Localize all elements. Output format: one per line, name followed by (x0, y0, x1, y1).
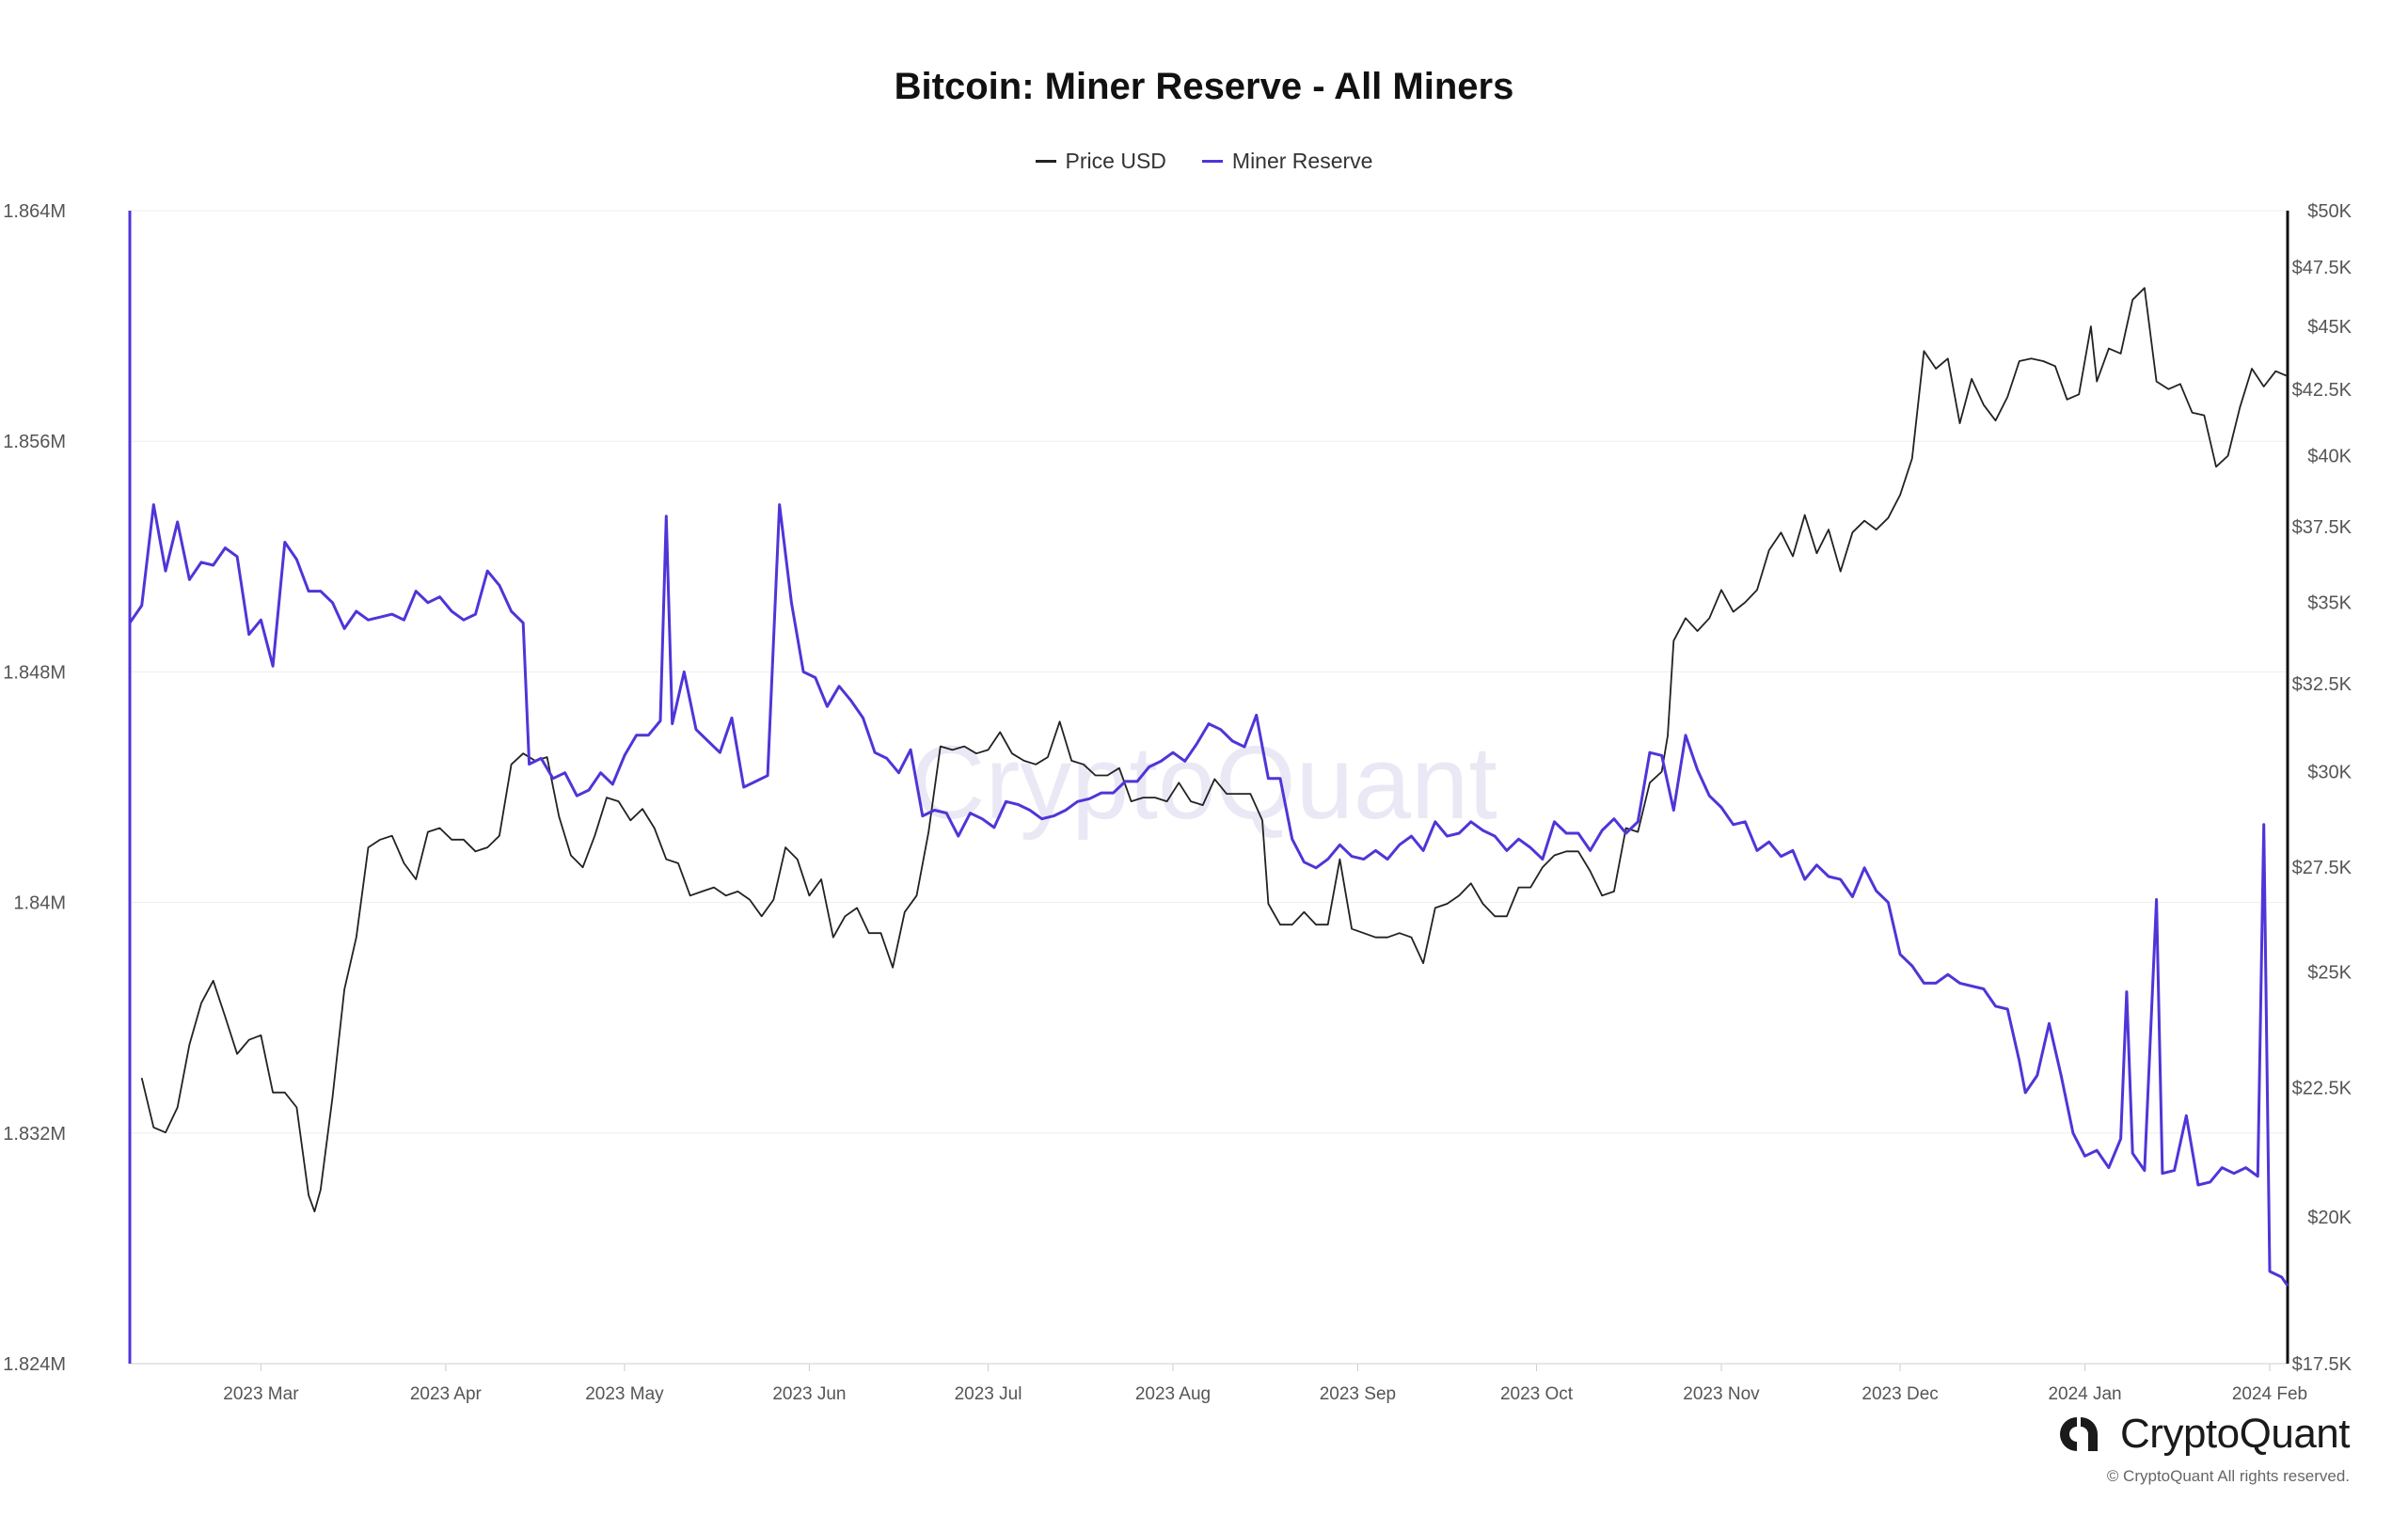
x-tick-label: 2023 Aug (1135, 1384, 1211, 1404)
series-line-miner-reserve (128, 503, 2289, 1287)
legend-swatch-reserve (1201, 160, 1223, 163)
legend-item-reserve[interactable]: Miner Reserve (1201, 149, 1373, 174)
series (128, 287, 2289, 1287)
chart-title: Bitcoin: Miner Reserve - All Miners (894, 66, 1514, 107)
legend-item-price[interactable]: Price USD (1035, 149, 1166, 174)
x-tick-label: 2023 Jul (955, 1384, 1022, 1404)
y-right-tick-label: $40K (2307, 447, 2352, 467)
y-right-tick-label: $22.5K (2292, 1079, 2353, 1099)
copyright-text: © CryptoQuant All rights reserved. (2106, 1467, 2350, 1485)
watermark: CryptoQuant (911, 725, 1497, 841)
y-right-tick-label: $20K (2307, 1208, 2352, 1228)
y-right-tick-label: $37.5K (2292, 517, 2353, 538)
y-right-tick-label: $27.5K (2292, 858, 2353, 878)
y-right-tick-label: $42.5K (2292, 380, 2353, 401)
y-left-tick-label: 1.84M (13, 893, 66, 914)
y-left-tick-label: 1.848M (3, 662, 66, 683)
y-right-tick-label: $30K (2307, 763, 2352, 783)
y-left-tick-label: 1.832M (3, 1124, 66, 1145)
x-tick-label: 2023 May (585, 1384, 664, 1404)
x-tick-label: 2024 Jan (2048, 1384, 2121, 1404)
brand-logo: CryptoQuant (2056, 1411, 2350, 1458)
legend: Price USD Miner Reserve (0, 149, 2408, 174)
y-right-tick-label: $35K (2307, 593, 2352, 614)
x-tick-label: 2023 Sep (1320, 1384, 1396, 1404)
x-tick-label: 2023 Nov (1683, 1384, 1760, 1404)
y-right-tick-label: $25K (2307, 962, 2352, 983)
series-line-price (140, 287, 2289, 1213)
y-left-tick-label: 1.824M (3, 1354, 66, 1375)
y-right-tick-label: $50K (2307, 201, 2352, 222)
x-tick-label: 2023 Jun (772, 1384, 846, 1404)
y-right-tick-label: $17.5K (2292, 1354, 2353, 1375)
brand-name: CryptoQuant (2120, 1411, 2350, 1457)
y-left-tick-label: 1.864M (3, 201, 66, 222)
legend-label-reserve: Miner Reserve (1231, 149, 1373, 173)
y-left-tick-label: 1.856M (3, 432, 66, 452)
axes: 1.824M 1.832M 1.84M 1.848M 1.856M 1.864M $17.5… (3, 201, 2352, 1404)
x-tick-label: 2023 Mar (223, 1384, 299, 1404)
x-tick-label: 2023 Apr (410, 1384, 483, 1404)
y-right-tick-label: $45K (2307, 317, 2352, 338)
legend-swatch-price (1035, 160, 1056, 163)
x-tick-label: 2024 Feb (2232, 1384, 2307, 1404)
x-tick-label: 2023 Dec (1861, 1384, 1938, 1404)
x-tick-label: 2023 Oct (1500, 1384, 1574, 1404)
legend-label-price: Price USD (1065, 149, 1166, 173)
y-right-tick-label: $32.5K (2292, 674, 2353, 695)
y-right-tick-label: $47.5K (2292, 258, 2353, 278)
cryptoquant-logo-icon (2060, 1417, 2099, 1451)
